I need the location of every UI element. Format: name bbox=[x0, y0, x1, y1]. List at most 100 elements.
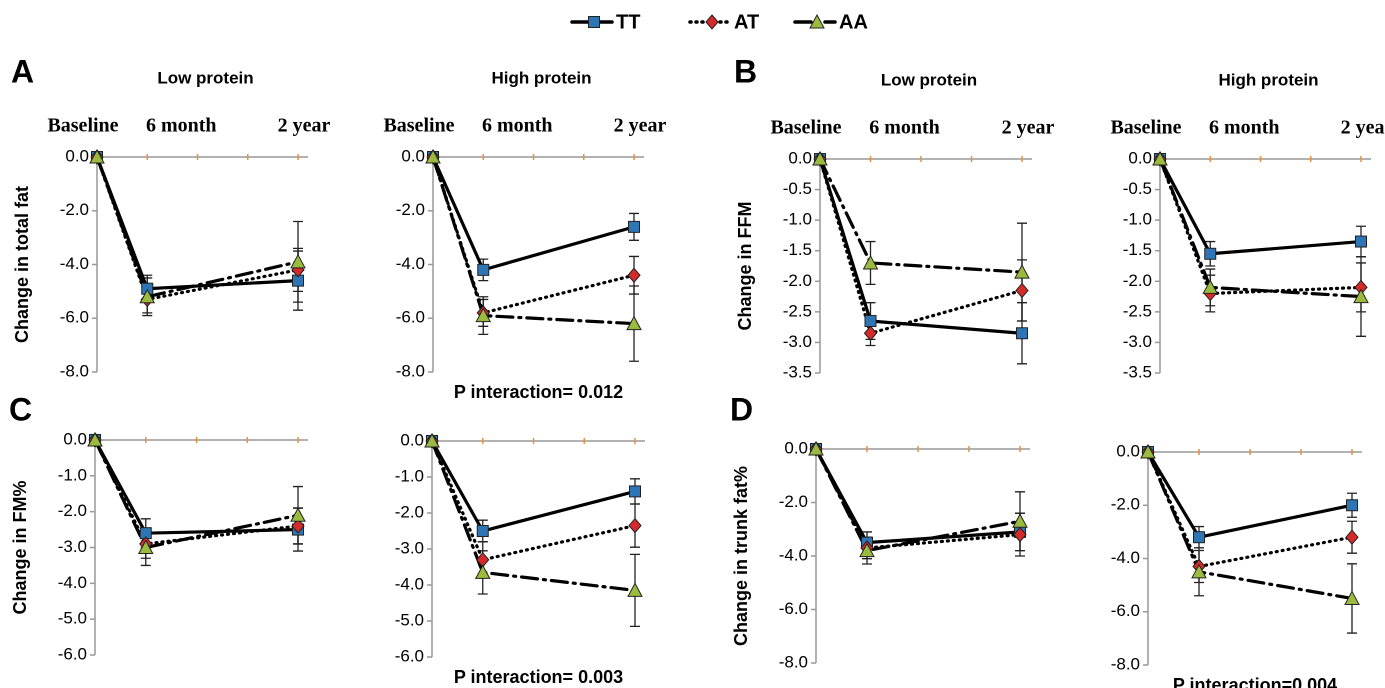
y-tick-label: 0.0 bbox=[400, 430, 424, 449]
data-point bbox=[629, 485, 641, 498]
data-point bbox=[1012, 513, 1028, 528]
data-point bbox=[863, 325, 878, 342]
y-tick-label: -8.0 bbox=[779, 652, 808, 671]
data-point bbox=[89, 148, 105, 164]
data-point bbox=[808, 440, 824, 456]
data-point bbox=[1193, 531, 1205, 544]
y-tick-label: -1.0 bbox=[1123, 210, 1152, 229]
data-point bbox=[290, 253, 306, 269]
x-category-label: 2 year bbox=[1341, 117, 1385, 139]
y-tick-label: -6.0 bbox=[58, 644, 87, 663]
y-tick-label: -4.0 bbox=[58, 573, 87, 592]
y-axis-label: Change in total fat bbox=[12, 186, 32, 343]
legend-marker bbox=[705, 14, 719, 30]
y-tick-label: -4.0 bbox=[779, 545, 808, 564]
legend-marker bbox=[588, 16, 600, 28]
data-point bbox=[859, 542, 875, 558]
x-category-label: 6 month bbox=[482, 115, 553, 137]
panel-letter: D bbox=[730, 391, 753, 427]
data-point bbox=[1140, 443, 1156, 459]
x-category-label: Baseline bbox=[47, 115, 118, 137]
x-category-label: 6 month bbox=[869, 117, 940, 139]
y-tick-label: -2.5 bbox=[1123, 301, 1152, 320]
y-tick-label: -6.0 bbox=[395, 646, 424, 665]
data-point bbox=[425, 148, 441, 164]
y-tick-label: -2.0 bbox=[1111, 495, 1140, 514]
y-tick-label: -8.0 bbox=[60, 361, 89, 380]
series-line bbox=[814, 447, 1022, 545]
y-tick-label: -6.0 bbox=[779, 599, 808, 618]
y-tick-label: -3.5 bbox=[1123, 362, 1152, 381]
y-tick-label: -6.0 bbox=[60, 308, 89, 327]
y-tick-label: -1.5 bbox=[783, 240, 812, 259]
data-point bbox=[1345, 529, 1359, 545]
y-tick-label: -3.5 bbox=[783, 362, 812, 381]
y-tick-label: -0.5 bbox=[1123, 179, 1152, 198]
series-line bbox=[430, 439, 637, 592]
annotation: P interaction= 0.003 bbox=[454, 667, 623, 687]
series-line bbox=[1146, 450, 1354, 569]
data-point bbox=[628, 220, 640, 233]
legend-label: AT bbox=[734, 11, 759, 33]
data-point bbox=[628, 517, 642, 534]
y-tick-label: 0.0 bbox=[65, 146, 89, 165]
x-category-label: 2 year bbox=[1002, 117, 1055, 139]
data-point bbox=[812, 150, 828, 166]
data-point bbox=[1152, 150, 1168, 166]
series-line bbox=[431, 155, 636, 326]
x-category-label: Baseline bbox=[1110, 117, 1181, 139]
data-point bbox=[627, 582, 643, 597]
series-line bbox=[818, 157, 1024, 336]
y-tick-label: -4.0 bbox=[396, 254, 425, 273]
y-tick-label: -4.0 bbox=[395, 574, 424, 593]
y-tick-label: 0.0 bbox=[1116, 441, 1140, 460]
x-category-label: 6 month bbox=[146, 115, 217, 137]
y-tick-label: -2.0 bbox=[60, 200, 89, 219]
y-tick-label: -5.0 bbox=[395, 610, 424, 629]
y-tick-label: -4.0 bbox=[60, 254, 89, 273]
data-point bbox=[1202, 279, 1219, 294]
data-point bbox=[1355, 235, 1367, 248]
series-line bbox=[1158, 157, 1363, 299]
y-tick-label: -3.0 bbox=[1123, 332, 1152, 351]
y-tick-label: 0.0 bbox=[788, 148, 812, 167]
y-tick-label: -3.0 bbox=[395, 538, 424, 557]
data-point bbox=[291, 518, 305, 534]
data-point bbox=[477, 263, 490, 276]
y-tick-label: -8.0 bbox=[1111, 654, 1140, 673]
panel-letter: A bbox=[11, 53, 34, 89]
y-tick-label: -1.0 bbox=[395, 466, 424, 485]
x-category-label: 2 year bbox=[614, 115, 667, 137]
panel-title: Low protein bbox=[881, 70, 977, 89]
y-tick-label: -1.0 bbox=[783, 210, 812, 229]
y-tick-label: 0.0 bbox=[1128, 148, 1152, 167]
y-tick-label: 0.0 bbox=[784, 438, 808, 457]
x-category-label: Baseline bbox=[770, 117, 841, 139]
series-line bbox=[93, 438, 300, 535]
data-point bbox=[424, 432, 440, 448]
data-point bbox=[1013, 526, 1027, 543]
panel-letter: B bbox=[734, 53, 757, 89]
x-category-label: 2 year bbox=[278, 115, 331, 137]
data-point bbox=[626, 315, 642, 331]
legend-label: TT bbox=[616, 11, 640, 33]
data-point bbox=[474, 564, 491, 579]
data-point bbox=[627, 267, 641, 284]
y-tick-label: -3.0 bbox=[58, 537, 87, 556]
x-category-label: Baseline bbox=[383, 115, 454, 137]
y-tick-label: -2.0 bbox=[1123, 271, 1152, 290]
data-point bbox=[1015, 282, 1029, 299]
legend-label: AA bbox=[839, 11, 868, 33]
y-tick-label: -5.0 bbox=[58, 609, 87, 628]
data-point bbox=[1346, 499, 1358, 512]
y-tick-label: -2.0 bbox=[395, 502, 424, 521]
panel-letter: C bbox=[9, 391, 32, 427]
data-point bbox=[476, 525, 489, 537]
y-tick-label: -0.5 bbox=[783, 179, 812, 198]
y-tick-label: -2.0 bbox=[779, 492, 808, 511]
series-line bbox=[1158, 157, 1363, 296]
data-point bbox=[1191, 563, 1207, 579]
y-tick-label: -2.0 bbox=[783, 271, 812, 290]
